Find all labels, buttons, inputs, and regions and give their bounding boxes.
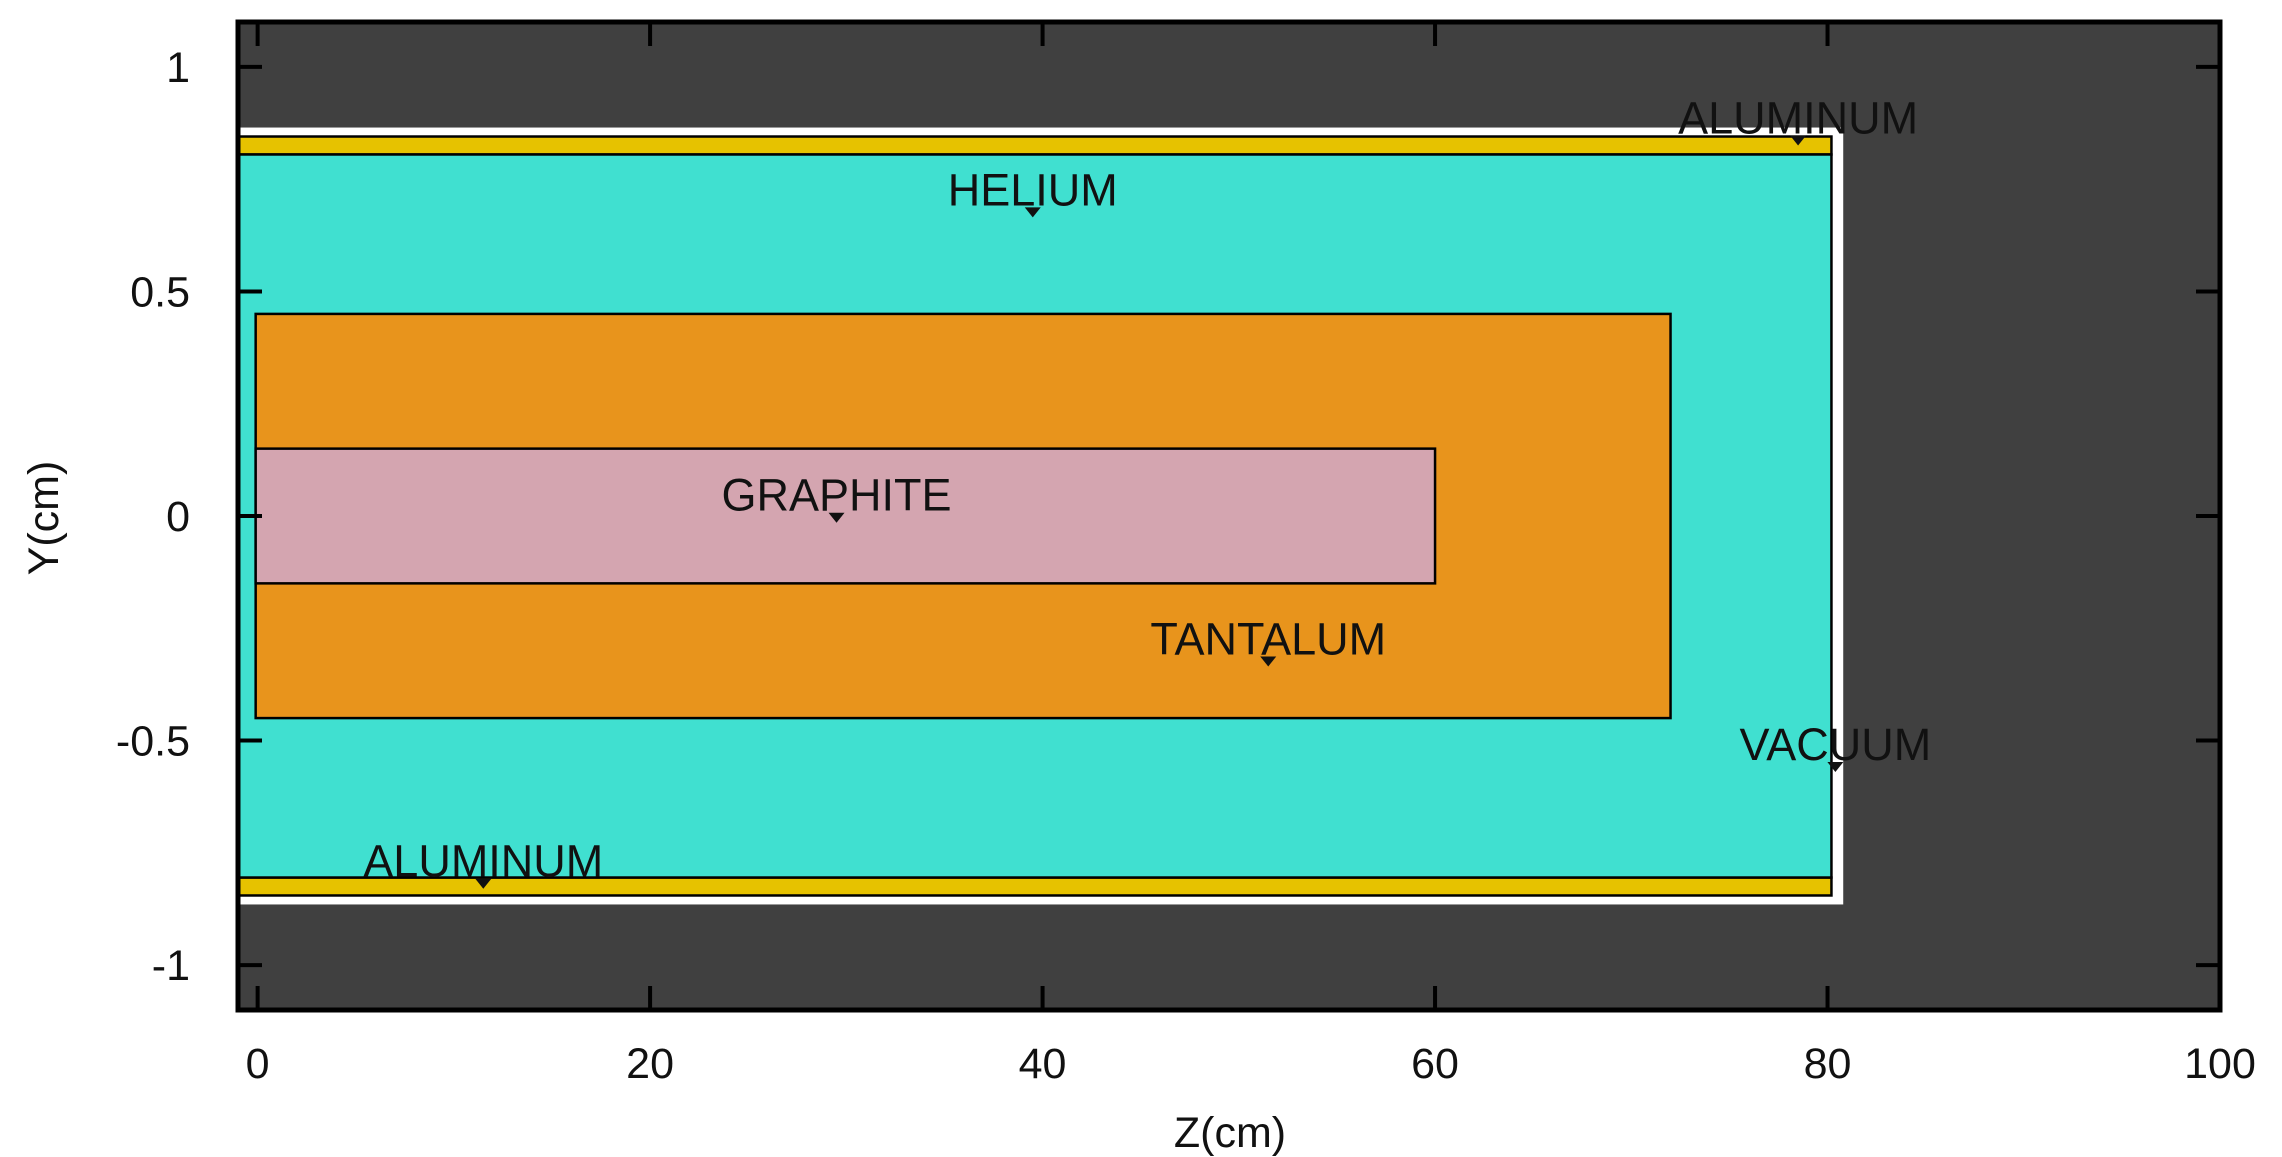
region-label-graphite: GRAPHITE [722,470,952,523]
label-text: TANTALUM [1150,613,1386,664]
material-regions [236,22,2220,1010]
label-marker [828,512,845,523]
region-label-aluminum: ALUMINUM [1678,93,1918,146]
label-text: HELIUM [948,164,1118,215]
label-marker [1790,135,1807,146]
x-tick-label: 20 [626,1040,674,1088]
region-graphite [254,447,1437,585]
label-marker [475,878,492,889]
label-text: VACUUM [1740,719,1932,770]
y-tick-label: 0 [166,493,190,541]
x-tick-label: 60 [1411,1040,1459,1088]
label-text: GRAPHITE [722,470,952,521]
region-label-aluminum: ALUMINUM [363,836,603,889]
x-axis-title: Z(cm) [1174,1109,1286,1157]
region-label-helium: HELIUM [948,164,1118,218]
label-text: ALUMINUM [363,836,603,887]
label-text: ALUMINUM [1678,93,1918,144]
x-tick-label: 100 [2184,1040,2256,1088]
label-marker [1260,656,1277,667]
y-tick-label: 0.5 [130,268,190,316]
x-tick-label: 80 [1804,1040,1852,1088]
region-label-tantalum: TANTALUM [1150,613,1386,667]
x-tick-label: 40 [1019,1040,1067,1088]
y-tick-label: 1 [166,44,190,92]
y-tick-label: -0.5 [116,718,190,766]
x-tick-label: 0 [246,1040,270,1088]
label-marker [1024,207,1041,218]
y-tick-label: -1 [152,942,190,990]
region-aluminum [236,135,1833,156]
region-labels: HELIUM ALUMINUM GRAPHITE TANTALUM VACUUM ALUM… [363,93,1931,889]
axis-ticks: 0 20 40 60 80 100 1 0.5 0 -0.5 -1 [116,22,2256,1088]
region-label-vacuum: VACUUM [1740,719,1932,772]
y-axis-title: Y(cm) [20,461,68,576]
label-marker [1827,761,1844,772]
